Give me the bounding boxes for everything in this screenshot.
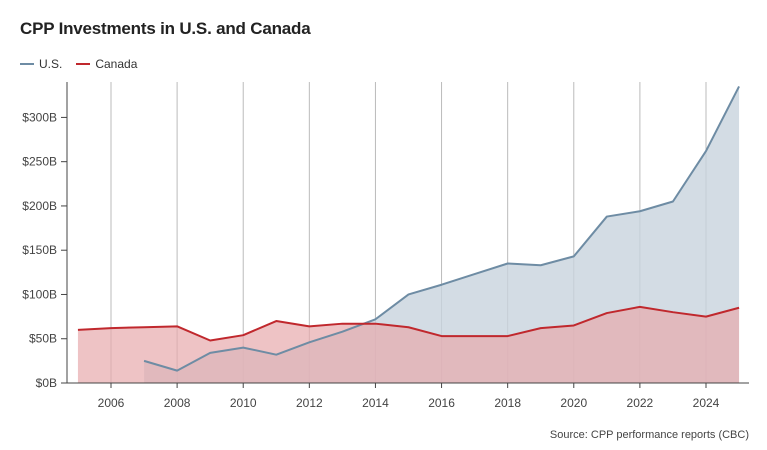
source-note: Source: CPP performance reports (CBC) [549,429,749,441]
legend-label-us: U.S. [39,57,63,71]
y-tick-label: $250B [22,155,57,169]
x-tick-label: 2018 [494,396,521,410]
axes [61,82,749,388]
x-tick-label: 2008 [164,396,191,410]
line-us [143,85,740,372]
y-tick-label: $200B [22,199,57,213]
line-canada [77,305,740,342]
y-tick-label: $300B [22,110,57,124]
x-tick-label: 2022 [627,396,654,410]
legend: U.S. Canada [20,57,151,71]
x-tick-label: 2014 [362,396,389,410]
y-tick-label: $50B [29,332,57,346]
x-tick-label: 2016 [428,396,455,410]
y-tick-label: $100B [22,287,57,301]
chart-title: CPP Investments in U.S. and Canada [20,19,311,38]
x-tick-label: 2010 [230,396,257,410]
x-tick-label: 2024 [693,396,720,410]
lines [77,85,740,372]
area-us [144,86,740,384]
x-tick-label: 2012 [296,396,323,410]
x-tick-label: 2020 [560,396,587,410]
x-tick-label: 2006 [98,396,125,410]
y-tick-label: $0B [36,376,57,390]
tick-labels: $0B $50B $100B $150B $200B $250B $300B 2006 2008… [22,110,719,410]
legend-swatch-canada [76,63,91,65]
y-tick-label: $150B [22,243,57,257]
legend-item-canada: Canada [76,57,137,71]
legend-item-us: U.S. [20,57,62,71]
legend-swatch-us [20,63,34,65]
legend-label-canada: Canada [95,57,138,71]
